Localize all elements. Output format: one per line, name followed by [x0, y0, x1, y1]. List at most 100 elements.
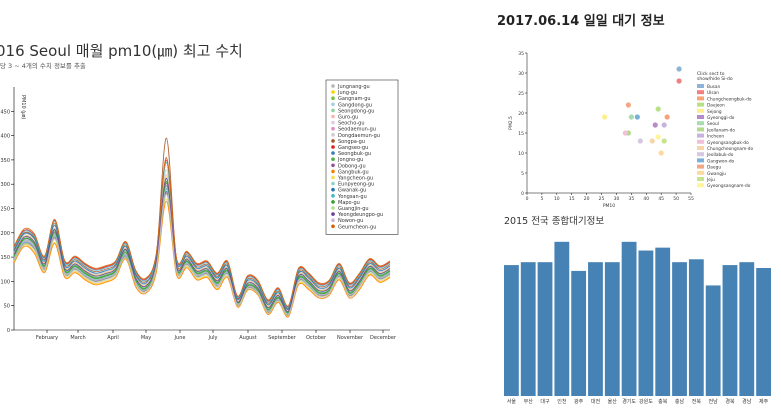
y-tick-label: 100	[0, 279, 10, 285]
x-tick-label: September	[268, 335, 297, 341]
x-tick-label: October	[306, 335, 327, 341]
x-tick-label: 40	[643, 196, 649, 202]
legend-label: Songpa-gu	[338, 139, 365, 145]
legend-label: Jung-gu	[337, 90, 357, 96]
x-tick-label: 울산	[608, 398, 618, 405]
legend-label: Gwangju	[707, 171, 726, 177]
legend-label: Chungcheongbuk-do	[707, 96, 752, 102]
x-tick-label: 경남	[742, 398, 752, 405]
scatter-point-sejong	[601, 114, 608, 120]
x-tick-label: 제주	[759, 398, 769, 405]
y-tick-label: 35	[518, 51, 524, 57]
x-tick-label: 20	[584, 196, 590, 202]
legend-swatch	[331, 139, 335, 143]
legend-swatch	[331, 157, 335, 161]
x-tick-label: 부산	[524, 398, 534, 405]
legend-swatch	[697, 152, 704, 157]
x-tick-label: 서울	[507, 398, 517, 405]
scatter-point-incheon	[661, 122, 667, 128]
legend-swatch	[697, 133, 704, 138]
x-tick-label: June	[174, 335, 186, 341]
series-line-guangjin-gu	[13, 193, 391, 317]
legend-label: Mapo-gu	[338, 200, 360, 206]
series-line-dongdaemun-gu	[13, 169, 391, 311]
legend-label: Jeollabuk-do	[706, 152, 734, 158]
scatter-chart: 0 5 10 15 20 25 30 35 0 5 10 15 20 25 30 35 40 45 50 55 PM10…	[508, 51, 754, 209]
legend-label: Seongdong-gu	[338, 108, 374, 114]
scatter-point-busan	[676, 66, 682, 72]
legend-label: Dobong-gu	[338, 163, 366, 169]
legend-label: Guro-gu	[338, 115, 358, 121]
legend-label: Busan	[707, 84, 721, 90]
scatter-point-daegu	[625, 102, 631, 108]
scatter-point-gangwon-do	[634, 114, 640, 120]
series-line-yeongdeungpo-gu	[13, 177, 391, 312]
bar-경기도	[621, 241, 637, 396]
bar-울산	[604, 262, 620, 396]
legend-swatch	[697, 90, 704, 95]
legend-swatch	[331, 181, 335, 186]
scatter-point-chungcheongnam-do	[649, 138, 655, 144]
bar-chart-title: 2015 전국 종합대기정보	[504, 216, 605, 227]
bar-대전	[588, 262, 603, 396]
legend-label: Chungcheongnam-do	[707, 146, 754, 152]
x-tick-label: May	[141, 335, 151, 341]
legend-swatch	[331, 102, 335, 107]
bar-전북	[688, 259, 704, 396]
x-tick-label: 50	[673, 196, 679, 202]
legend-label: Ulsan	[707, 90, 719, 96]
legend-label: Gyeongsangnam-do	[707, 183, 751, 189]
legend-swatch	[697, 146, 704, 150]
scatter-point-gyeonggi-do	[652, 122, 658, 128]
legend-label: Jungnang-gu	[337, 84, 370, 90]
legend-label: Geumcheon-gu	[338, 224, 376, 230]
y-tick-label: 50	[4, 304, 10, 310]
x-tick-label: 25	[599, 196, 605, 202]
series-line-jongno-gu	[13, 180, 391, 313]
x-tick-label: April	[107, 335, 118, 341]
y-tick-label: 0	[521, 191, 524, 197]
x-tick-label: 대전	[591, 398, 601, 405]
scatter-point-jeollabuk-do	[637, 138, 643, 144]
scatter-point-gwangju	[658, 150, 664, 156]
y-tick-label: 0	[7, 328, 10, 334]
legend-swatch	[331, 206, 335, 210]
bar-광주	[571, 270, 587, 396]
x-tick-label: 전북	[692, 398, 702, 405]
x-tick-label: 충남	[675, 398, 685, 405]
legend-label: Gangwon-do	[707, 158, 735, 164]
x-tick-label: 10	[554, 196, 560, 202]
scatter-point-ulsan	[676, 78, 682, 84]
x-tick-label: August	[239, 335, 257, 341]
x-axis-label: PM10	[603, 203, 615, 209]
y-tick-label: 250	[0, 207, 10, 213]
y-tick-label: 15	[518, 131, 524, 137]
bar-경북	[722, 265, 738, 396]
y-tick-label: 200	[0, 231, 10, 237]
legend-label: Yangcheon-gu	[337, 176, 373, 182]
y-tick-label: 10	[518, 151, 524, 157]
x-tick-label: 55	[688, 196, 694, 202]
legend-swatch	[331, 120, 335, 125]
legend-swatch	[331, 108, 335, 113]
legend-label: Incheon	[707, 134, 724, 140]
scatter-point-gyeongsangnam-do	[655, 134, 661, 140]
legend-label: Guangjin-gu	[338, 206, 369, 212]
legend-label: Gyeongsangbuk-do	[707, 140, 749, 146]
legend-label: Jeollanam-do	[706, 127, 735, 133]
legend-label: Gangbuk-gu	[338, 169, 369, 175]
legend-swatch	[331, 175, 335, 180]
y-axis-label: PM10 (㎛)	[20, 95, 26, 119]
legend-label: Seongbuk-gu	[338, 151, 371, 157]
legend-label: Gangseo-gu	[338, 145, 368, 151]
legend-label: Nowon-gu	[338, 218, 363, 224]
legend-swatch	[697, 139, 704, 144]
series-line-geumcheon-gu	[13, 157, 391, 307]
y-tick-label: 20	[518, 111, 524, 117]
x-tick-label: 0	[526, 196, 529, 202]
scatter-point-chungcheongbuk-do	[664, 114, 670, 120]
x-tick-label: 35	[628, 196, 634, 202]
line-chart: 0 50 100 150 200 250 300 350 400 450 PM10 (㎛) Febru…	[0, 79, 399, 341]
legend-swatch	[697, 108, 704, 113]
legend-swatch	[697, 102, 704, 107]
